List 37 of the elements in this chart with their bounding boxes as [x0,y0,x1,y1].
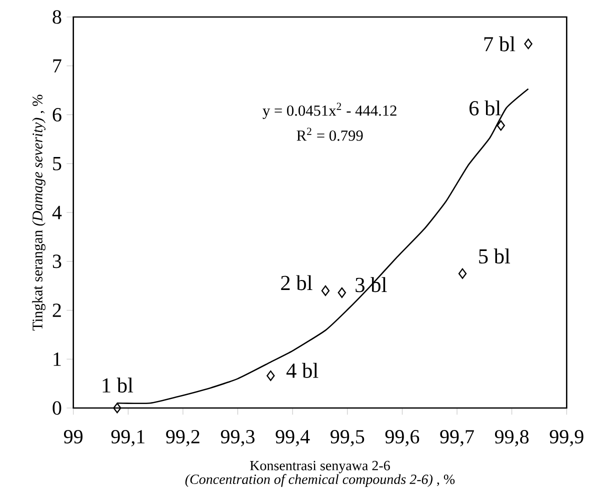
x-tick-label: 99,8 [494,430,529,446]
y-tick-label: 6 [52,108,62,122]
x-tick-label: 99,5 [330,430,364,446]
point [496,120,505,131]
y-tick-label: 8 [52,10,62,24]
x-tick-label: 99 [64,430,83,444]
annotation: 3 bl [356,277,387,292]
x-tick-label: 99,9 [550,430,584,446]
annotation: 2 bl [281,275,312,290]
point [458,268,467,279]
x-axis-title: Konsentrasi senyawa 2-6 [250,460,390,474]
annotation: y = 0.0451x$^{2}$ - 444.12 [262,102,396,119]
annotation: 1 bl [102,378,134,393]
x-tick-label: 99,3 [220,430,254,446]
x-tick-label: 99,2 [166,430,200,446]
y-tick-label: 1 [54,352,61,366]
x-tick-label: 99,1 [111,430,144,446]
y-tick-label: 3 [52,254,62,268]
y-tick-label: 7 [53,59,62,72]
annotation: 7 bl [484,36,516,52]
point [266,370,275,382]
point [321,285,330,296]
text: (Concentration of chemical compounds 2-6) , % [185,474,455,487]
x-tick-label: 99,6 [385,430,420,446]
y-tick-label: 0 [52,401,62,415]
y-tick-label: 5 [53,156,62,170]
point [524,38,532,50]
x-tick-label: 99,7 [440,430,474,446]
point [338,287,346,298]
annotation: 6 bl [470,100,501,116]
annotation: 5 bl [479,248,510,264]
annotation: 4 bl [286,362,318,378]
annotation: R$^{2}$ = 0.799 [296,128,363,141]
y-tick-label: 2 [52,304,61,317]
x-tick-label: 99,4 [276,430,310,446]
y-tick-label: 4 [52,206,62,220]
y-axis-title: Tingkat serangan (Damage severity) , % [32,94,46,330]
